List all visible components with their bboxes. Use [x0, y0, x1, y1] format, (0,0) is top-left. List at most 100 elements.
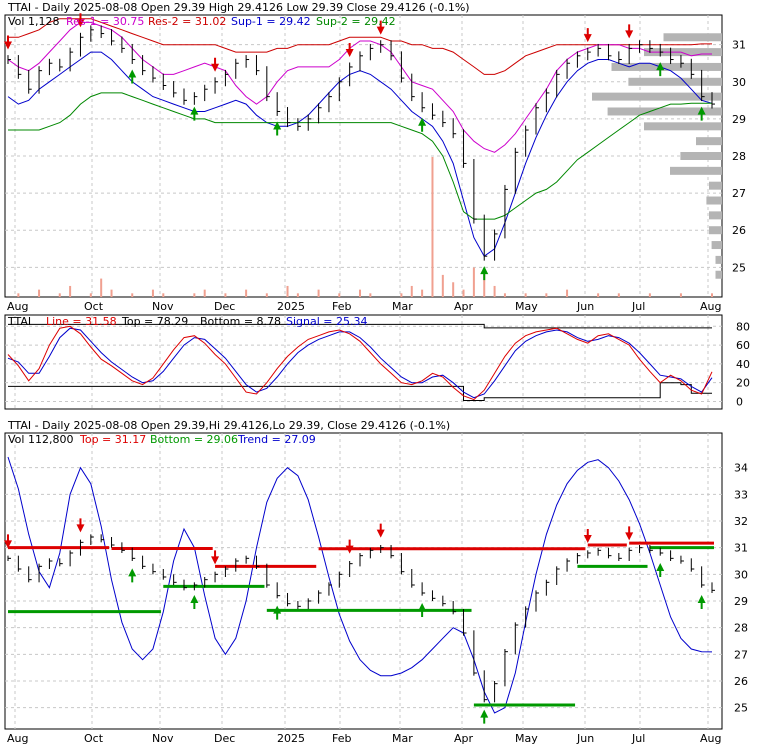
oscillator-top-label: Top = 78.29 [121, 315, 188, 328]
price-x-tick-label: May [515, 300, 538, 313]
oscillator-bottom-label: Bottom = 8.78 [200, 315, 281, 328]
volume-bar [265, 293, 268, 297]
trend-x-tick-label: Dec [214, 732, 235, 745]
volume-bar [131, 293, 134, 297]
volume-label: Vol 1,128 [8, 15, 59, 28]
price-x-tick-label: Jun [576, 300, 594, 313]
sell-arrow-icon [583, 28, 592, 43]
trend-top-label: Top = 31.17 [79, 433, 146, 446]
volume-bar [110, 289, 113, 297]
res2-label: Res-2 = 31.02 [148, 15, 226, 28]
trend-panel-frame [4, 432, 723, 730]
trend-trend-label: Trend = 27.09 [237, 433, 316, 446]
volume-bar [472, 267, 475, 297]
price-panel-title: TTAI - Daily 2025-08-08 Open 29.39 High … [7, 1, 470, 14]
price-x-tick-label: Dec [214, 300, 235, 313]
trend-y-tick-label: 29 [734, 595, 748, 608]
volume-bar [431, 157, 434, 297]
buy-arrow-icon [128, 568, 137, 583]
volume-bars [17, 157, 713, 297]
trend-x-tick-label: Apr [454, 732, 474, 745]
res1-line [7, 21, 712, 153]
volume-bar [17, 293, 20, 297]
price-x-tick-label: Mar [392, 300, 413, 313]
trend-bottom-label: Bottom = 29.06 [150, 433, 238, 446]
trend-y-tick-label: 32 [734, 515, 748, 528]
price-x-axis: Aug Oct Nov Dec 2025 Feb Mar Apr May Jun Jul Aug [7, 300, 721, 313]
price-series [4, 13, 715, 281]
trend-y-tick-label: 27 [734, 648, 748, 661]
volume-bar [617, 293, 620, 297]
oscillator-bottom-line [8, 382, 712, 401]
volume-bar [452, 282, 455, 297]
price-y-tick-label: 30 [732, 76, 746, 89]
trend-y-axis: 25 26 27 28 29 30 31 32 33 34 [734, 462, 748, 715]
volume-bar [100, 278, 103, 297]
trend-gridlines [5, 433, 722, 729]
price-x-tick-label: Nov [152, 300, 174, 313]
price-gridlines [5, 15, 722, 297]
buy-arrow-icon [480, 709, 489, 724]
trend-x-axis: Aug Oct Nov Dec 2025 Feb Mar Apr May Jun Jul Aug [7, 732, 721, 745]
volume-bar [69, 285, 72, 297]
volume-profile-bar [711, 241, 722, 250]
volume-bar [503, 293, 506, 297]
price-x-tick-label: Oct [84, 300, 104, 313]
oscillator-top-line [8, 323, 712, 329]
price-x-tick-label: Feb [332, 300, 351, 313]
buy-arrow-icon [697, 595, 706, 609]
volume-bar [89, 293, 92, 297]
oscillator-panel-frame [4, 314, 723, 410]
volume-profile-bar [706, 196, 722, 205]
volume-bar [441, 274, 444, 297]
trend-y-tick-label: 31 [734, 542, 748, 555]
trend-line [7, 456, 713, 714]
sup1-line [7, 51, 713, 257]
volume-profile-bar [715, 270, 722, 279]
sell-arrow-icon [76, 13, 85, 28]
price-x-tick-label: Aug [7, 300, 28, 313]
buy-arrow-icon [480, 266, 489, 281]
buy-arrow-icon [656, 62, 665, 77]
sell-arrow-icon [376, 523, 385, 538]
price-panel: 25 26 27 28 29 30 31 Aug Oct Nov Dec 2025 Feb Mar Apr… [4, 1, 746, 313]
volume-bar [193, 293, 196, 297]
volume-profile-bar [680, 152, 722, 160]
volume-profile-bar [607, 107, 722, 116]
sell-arrow-icon [4, 35, 12, 50]
volume-bar [359, 289, 361, 297]
price-y-tick-label: 26 [732, 224, 746, 237]
volume-profile-bar [628, 77, 722, 86]
volume-profile-bar [696, 137, 722, 146]
price-y-tick-label: 25 [732, 261, 746, 274]
buy-arrow-icon [656, 563, 665, 577]
price-x-tick-label: 2025 [277, 300, 305, 313]
sell-arrow-icon [583, 529, 592, 543]
volume-bar [648, 293, 651, 297]
oscillator-y-tick-label: 20 [736, 377, 750, 390]
buy-arrow-icon [128, 69, 137, 84]
price-y-tick-label: 29 [732, 113, 746, 126]
sell-arrow-icon [345, 42, 354, 57]
volume-profile-bar [709, 211, 722, 220]
trend-x-tick-label: Aug [700, 732, 721, 745]
oscillator-y-tick-label: 60 [736, 339, 750, 352]
buy-arrow-icon [697, 106, 706, 121]
sell-arrow-icon [76, 518, 85, 533]
buy-arrow-icon [273, 605, 282, 620]
res1-label: Res-1 = 30.75 [66, 15, 144, 28]
price-panel-frame [4, 14, 723, 298]
sell-arrow-icon [211, 57, 220, 72]
oscillator-name: TTAI [7, 315, 31, 328]
trend-panel: 25 26 27 28 29 30 31 32 33 34 Aug Oct Nov Dec 2025 Feb… [4, 419, 748, 745]
volume-profile-bar [644, 48, 722, 57]
oscillator-y-axis: 0 20 40 60 80 [736, 320, 750, 408]
price-y-tick-label: 28 [732, 150, 746, 163]
volume-bar [410, 285, 413, 297]
trend-series [7, 456, 714, 714]
volume-bar [369, 293, 372, 297]
trend-x-tick-label: Feb [332, 732, 351, 745]
volume-profile-bar [644, 122, 722, 131]
